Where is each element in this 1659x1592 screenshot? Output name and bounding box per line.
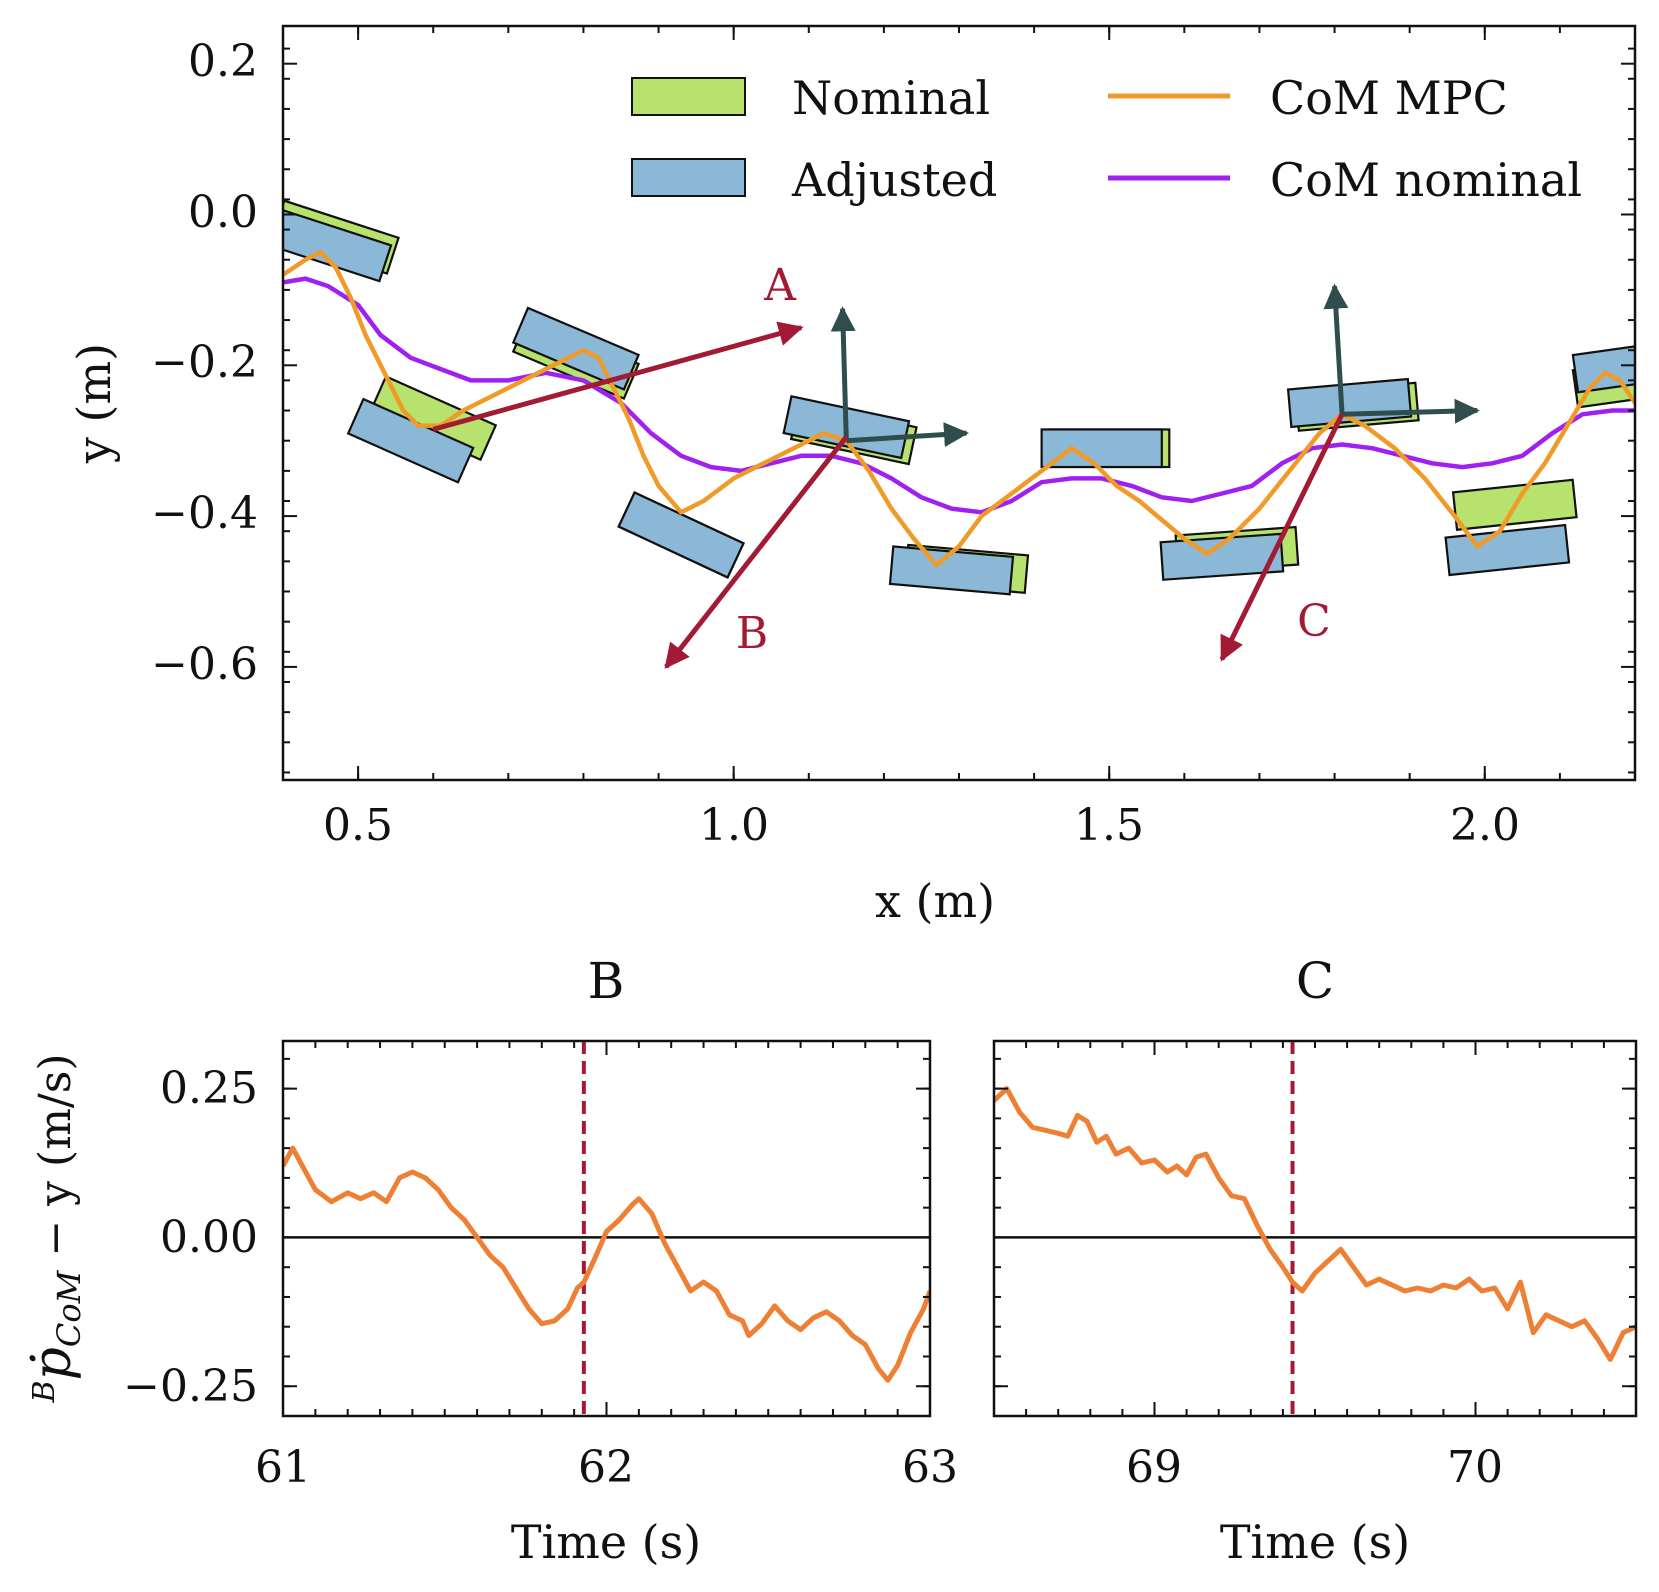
b-y-axis-label-rest: − y (m/s) <box>30 1053 81 1270</box>
c-x-axis-label: Time (s) <box>1220 1515 1410 1569</box>
main-ytick-label: −0.2 <box>151 337 258 388</box>
annotation-label-b: B <box>736 608 768 659</box>
main-ytick-label: 0.2 <box>188 36 258 87</box>
annotation-arrow-b <box>664 435 849 669</box>
b-velocity-line <box>283 1145 930 1383</box>
b-velocity-series <box>283 1041 930 1416</box>
c-velocity-series <box>994 1041 1636 1416</box>
trajectory-plot: 0.5 1.0 1.5 2.0 0.2 0.0 −0.2 −0.4 −0.6 x… <box>67 24 1637 928</box>
main-ytick-label: −0.4 <box>151 488 258 539</box>
subplot-c-title: C <box>1296 952 1334 1010</box>
main-y-axis-label: y (m) <box>67 343 121 464</box>
main-ytick-label: 0.0 <box>188 187 258 238</box>
legend-entry-nominal: Nominal <box>631 71 990 125</box>
legend: Nominal Adjusted CoM MPC CoM nominal <box>631 71 1582 207</box>
b-ytick-label: 0.00 <box>160 1212 258 1263</box>
b-xtick-label: 62 <box>578 1442 634 1493</box>
legend-label-com-mpc: CoM MPC <box>1270 71 1508 125</box>
main-ytick-label: −0.6 <box>151 639 258 690</box>
b-ytick-label: 0.25 <box>160 1063 258 1114</box>
direction-annotations <box>432 321 1345 669</box>
b-y-axis-label-sub: CoM <box>50 1269 88 1347</box>
adjusted-footstep <box>1571 337 1635 394</box>
main-x-axis-label: x (m) <box>875 874 995 928</box>
com-mpc-line <box>283 249 1635 568</box>
legend-swatch-nominal <box>631 77 746 116</box>
velocity-plot-c: C 69 70 Time (s) <box>992 952 1638 1569</box>
b-y-axis-label: BṗCoM − y (m/s) <box>23 1053 88 1403</box>
b-xtick-label: 63 <box>902 1442 958 1493</box>
velocity-plot-b: B 61 62 63 0.25 0.00 −0.25 Time (s) BṗCo… <box>23 952 958 1569</box>
annotation-arrow-a <box>432 321 804 432</box>
annotation-label-a: A <box>763 260 797 311</box>
legend-label-nominal: Nominal <box>792 71 990 125</box>
main-axes-frame <box>281 24 1637 782</box>
b-y-axis-label-main: ṗ <box>23 1347 83 1380</box>
legend-entry-com-mpc: CoM MPC <box>1108 71 1508 125</box>
annotation-arrow-c <box>1219 413 1345 662</box>
main-xtick-label: 1.5 <box>1074 800 1144 851</box>
body-frame-y-arrow <box>1323 283 1349 415</box>
b-ticks <box>282 1041 931 1417</box>
annotation-label-c: C <box>1297 596 1331 647</box>
c-ticks <box>993 1041 1637 1417</box>
main-xtick-label: 1.0 <box>699 800 769 851</box>
legend-entry-com-nominal: CoM nominal <box>1108 153 1582 207</box>
legend-swatch-adjusted <box>631 158 746 197</box>
legend-label-com-nominal: CoM nominal <box>1270 153 1582 207</box>
main-ticks <box>282 26 1636 780</box>
body-frame-arrows <box>830 283 1480 448</box>
c-axes-frame <box>992 1039 1638 1418</box>
c-velocity-line <box>994 1086 1636 1362</box>
c-xtick-label: 70 <box>1447 1442 1503 1493</box>
adjusted-footstep <box>617 491 745 579</box>
legend-label-adjusted: Adjusted <box>791 153 997 207</box>
b-xtick-label: 61 <box>255 1442 311 1493</box>
main-xtick-label: 2.0 <box>1450 800 1520 851</box>
com-nominal-line <box>283 276 1635 515</box>
body-frame-x-arrow <box>1341 398 1480 424</box>
com-series <box>283 249 1635 568</box>
body-frame-y-arrow <box>830 306 856 441</box>
b-x-axis-label: Time (s) <box>511 1515 701 1569</box>
body-frame-x-arrow <box>846 422 970 448</box>
subplot-b-title: B <box>588 952 625 1010</box>
b-y-axis-label-sup: B <box>27 1380 62 1403</box>
c-xtick-label: 69 <box>1126 1442 1182 1493</box>
b-ytick-label: −0.25 <box>123 1361 258 1412</box>
adjusted-footstep <box>283 206 393 283</box>
main-xtick-label: 0.5 <box>323 800 393 851</box>
adjusted-footsteps <box>283 206 1635 596</box>
adjusted-footstep <box>1444 523 1571 577</box>
legend-entry-adjusted: Adjusted <box>631 153 997 207</box>
adjusted-footstep <box>1040 428 1163 469</box>
